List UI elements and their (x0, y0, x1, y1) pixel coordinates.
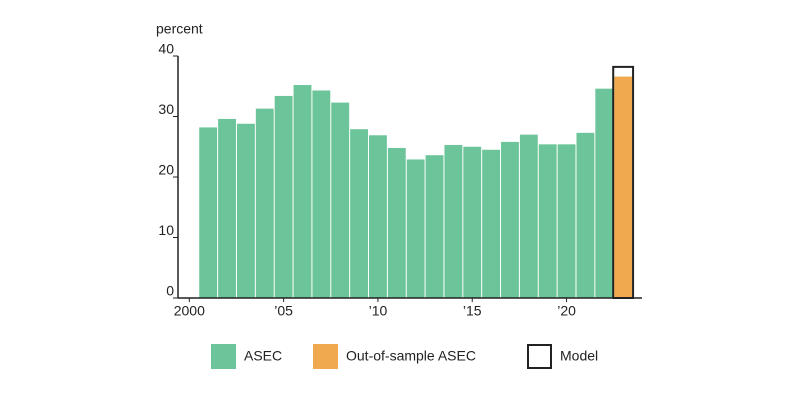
bar (236, 123, 255, 298)
bar (463, 146, 482, 298)
bar (218, 118, 236, 298)
legend-label: Out-of-sample ASEC (346, 348, 476, 364)
bar (199, 127, 218, 298)
bar (425, 155, 444, 298)
bar (350, 129, 369, 298)
bar (369, 135, 387, 298)
bar (331, 102, 350, 299)
bar (538, 144, 557, 298)
bar (406, 159, 425, 298)
bar (519, 134, 538, 298)
bar (501, 141, 519, 298)
y-tick-label: 10 (158, 222, 174, 238)
bar (274, 95, 293, 299)
bar (312, 90, 331, 298)
legend-swatch (211, 344, 236, 369)
x-tick-label: ’20 (557, 303, 576, 319)
legend-swatch (313, 344, 338, 369)
y-tick-label: 20 (158, 162, 174, 178)
legend-label: ASEC (244, 348, 282, 364)
bar (482, 149, 501, 298)
bar (444, 144, 463, 298)
y-axis-label: percent (156, 21, 203, 37)
bar (595, 88, 614, 298)
bar (255, 108, 274, 298)
x-tick-label: 2000 (174, 303, 205, 319)
x-tick-label: ’10 (369, 303, 388, 319)
x-tick-label: ’15 (463, 303, 482, 319)
bar (614, 76, 633, 298)
x-tick-label: ’05 (274, 303, 293, 319)
bar (557, 144, 576, 298)
bar (576, 132, 595, 298)
legend-swatch (527, 344, 552, 369)
y-tick-label: 0 (166, 283, 174, 299)
y-tick-label: 30 (158, 101, 174, 117)
bar (387, 147, 406, 298)
bar (293, 85, 312, 298)
legend-label: Model (560, 348, 598, 364)
y-tick-label: 40 (158, 41, 174, 57)
